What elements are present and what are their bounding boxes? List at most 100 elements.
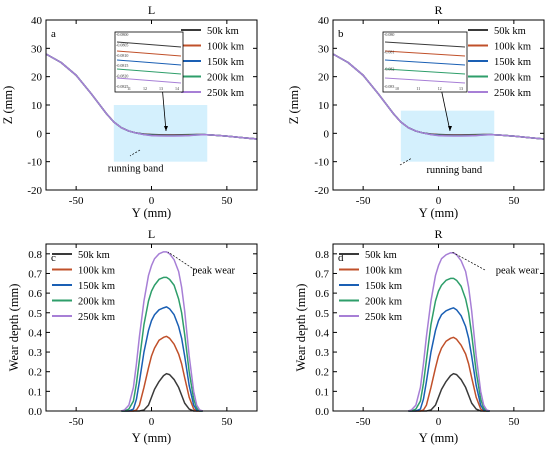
y-tick-label: -20 bbox=[314, 185, 329, 197]
y-axis-label: Z (mm) bbox=[287, 86, 301, 125]
annotation-label: running band bbox=[426, 165, 482, 176]
y-tick-label: 0.7 bbox=[315, 268, 329, 280]
inset-series-line bbox=[384, 77, 466, 84]
y-tick-label: 0.0 bbox=[28, 406, 42, 418]
series-line-4 bbox=[408, 277, 490, 412]
series-line-3 bbox=[121, 306, 203, 412]
x-axis-label: Y (mm) bbox=[132, 206, 171, 220]
inset-series-line bbox=[116, 77, 182, 84]
legend-entry: 250k km bbox=[207, 88, 244, 99]
inset-x-tick-label: 12 bbox=[438, 86, 442, 91]
inset-x-tick-label: 12 bbox=[143, 86, 147, 91]
inset-pointer bbox=[441, 91, 451, 132]
x-tick-label: 0 bbox=[436, 416, 442, 428]
legend-entry: 200k km bbox=[365, 297, 402, 308]
inset-y-tick-label: -0.080 bbox=[384, 32, 394, 37]
inset-y-tick-label: -0.0820 bbox=[116, 74, 128, 79]
annotation-arrow bbox=[399, 157, 413, 166]
y-tick-label: 0.8 bbox=[28, 249, 42, 261]
inset-x-tick-label: 13 bbox=[459, 86, 463, 91]
legend-entry: 100k km bbox=[365, 266, 402, 277]
panel-d: -50 0 50 0.0 0.1 0.2 0.3 0.4 0.5 0.6 0.7 0.8 Rd Y (mm… bbox=[294, 227, 545, 445]
legend-entry: 100k km bbox=[78, 266, 115, 277]
legend-entry: 150k km bbox=[78, 281, 115, 292]
panel-b: -50 0 50 -20 -10 0 10 20 30 40 Rb Y (mm) Z (mm) 50k k… bbox=[287, 3, 545, 220]
legend-entry: 50k km bbox=[494, 26, 526, 37]
legend-entry: 200k km bbox=[494, 73, 531, 84]
y-tick-label: 0.5 bbox=[315, 308, 329, 320]
y-tick-label: 10 bbox=[31, 100, 43, 112]
y-tick-label: 0.8 bbox=[315, 249, 329, 261]
x-tick-label: 50 bbox=[221, 195, 233, 207]
inset-pointer-head bbox=[448, 126, 452, 131]
inset-series-line bbox=[116, 68, 182, 75]
x-tick-label: 0 bbox=[149, 416, 155, 428]
legend: 50k km 100k km 150k km 200k km 250k km bbox=[339, 250, 402, 323]
panel-letter: d bbox=[338, 252, 344, 264]
y-tick-label: 0.4 bbox=[28, 327, 42, 339]
inset-x-tick-label: 10 bbox=[395, 86, 399, 91]
inset-y-tick-label: -0.0815 bbox=[116, 63, 128, 68]
y-tick-label: 0.4 bbox=[315, 327, 329, 339]
legend-entry: 50k km bbox=[78, 250, 110, 261]
inset-series-line bbox=[116, 59, 182, 66]
y-tick-label: 0.2 bbox=[315, 367, 329, 379]
series-line-5 bbox=[45, 53, 258, 140]
legend-entry: 200k km bbox=[207, 73, 244, 84]
annotation-arrow bbox=[451, 251, 486, 271]
y-tick-label: 0 bbox=[37, 128, 43, 140]
x-tick-label: -50 bbox=[69, 195, 84, 207]
y-tick-label: 0.1 bbox=[315, 386, 329, 398]
legend-entry: 100k km bbox=[207, 42, 244, 53]
x-axis-label: Y (mm) bbox=[132, 431, 171, 445]
y-tick-label: 0.6 bbox=[315, 288, 329, 300]
y-tick-label: 0 bbox=[324, 128, 330, 140]
legend-entry: 250k km bbox=[78, 312, 115, 323]
panel-c: -50 0 50 0.0 0.1 0.2 0.3 0.4 0.5 0.6 0.7 0.8 Lc Y (mm… bbox=[7, 227, 258, 445]
x-tick-label: 50 bbox=[508, 195, 520, 207]
annotation-label: peak wear bbox=[496, 265, 539, 276]
y-tick-label: -10 bbox=[27, 157, 42, 169]
y-tick-label: -20 bbox=[27, 185, 42, 197]
y-tick-label: 40 bbox=[31, 15, 43, 27]
annotation-label: peak wear bbox=[192, 265, 235, 276]
inset-series-line bbox=[116, 50, 182, 57]
panel-a: -50 0 50 -20 -10 0 10 20 30 40 La Y (mm) Z (mm) 50k k… bbox=[1, 3, 258, 220]
y-tick-label: 0.0 bbox=[315, 406, 329, 418]
y-tick-label: 0.7 bbox=[28, 268, 42, 280]
panel-title: R bbox=[434, 3, 442, 17]
zoom-inset: -0.080 -0.081 -0.082 -0.083 10 11 12 13 bbox=[382, 31, 468, 132]
panel-title: L bbox=[148, 227, 155, 241]
inset-x-tick-label: 11 bbox=[416, 86, 420, 91]
panel-title: R bbox=[434, 227, 442, 241]
inset-x-tick-label: 14 bbox=[175, 86, 179, 91]
x-axis-label: Y (mm) bbox=[419, 431, 458, 445]
inset-series-line bbox=[384, 41, 466, 48]
y-tick-label: 20 bbox=[318, 72, 330, 84]
x-tick-label: 0 bbox=[436, 195, 442, 207]
series-line-5 bbox=[408, 252, 490, 412]
panel-title: L bbox=[148, 3, 155, 17]
legend-entry: 200k km bbox=[78, 297, 115, 308]
panel-letter: c bbox=[51, 252, 56, 264]
annotation-label: running band bbox=[108, 164, 164, 175]
legend: 50k km 100k km 150k km 200k km 250k km bbox=[181, 26, 244, 99]
x-tick-label: -50 bbox=[356, 195, 371, 207]
legend-entry: 250k km bbox=[365, 312, 402, 323]
inset-y-tick-label: -0.082 bbox=[384, 67, 394, 72]
y-axis-label: Z (mm) bbox=[1, 86, 15, 125]
y-tick-label: 30 bbox=[318, 43, 330, 55]
legend-entry: 250k km bbox=[494, 88, 531, 99]
x-tick-label: 0 bbox=[149, 195, 155, 207]
y-tick-label: 0.3 bbox=[315, 347, 329, 359]
legend-entry: 50k km bbox=[207, 26, 239, 37]
inset-x-tick-label: 13 bbox=[159, 86, 163, 91]
legend-entry: 150k km bbox=[494, 57, 531, 68]
inset-series-line bbox=[384, 68, 466, 75]
panel-letter: a bbox=[51, 28, 56, 40]
series-line-2 bbox=[121, 335, 203, 412]
inset-series-line bbox=[384, 59, 466, 66]
x-tick-label: -50 bbox=[356, 416, 371, 428]
x-tick-label: -50 bbox=[69, 416, 84, 428]
